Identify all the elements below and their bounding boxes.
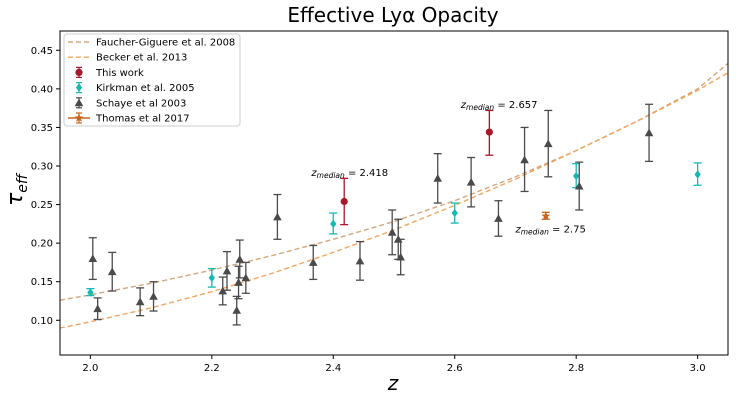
data-point [87, 288, 94, 297]
y-tick-label: 0.25 [31, 200, 53, 211]
data-point [694, 170, 701, 179]
data-point [107, 267, 117, 276]
y-tick-label: 0.15 [31, 277, 53, 288]
legend-label: Thomas et al 2017 [95, 114, 190, 125]
x-axis-label: z [387, 371, 399, 395]
data-point [355, 256, 365, 265]
axes-frame [59, 30, 729, 356]
data-point [273, 212, 282, 221]
annotation-prefix: z [514, 224, 521, 235]
data-point [520, 155, 529, 164]
data-point [340, 197, 348, 206]
data-point [88, 254, 98, 263]
data-point [135, 297, 145, 306]
series-kirkman [86, 162, 702, 297]
annotation-value: = 2.75 [549, 224, 586, 235]
x-tick-label: 2.8 [568, 363, 584, 374]
series-line-fg08 [60, 62, 728, 301]
annotation-median: zmedian = 2.75 [514, 224, 585, 236]
data-point [234, 278, 243, 286]
y-tick-label: 0.45 [31, 46, 53, 57]
y-tick-label: 0.30 [31, 162, 53, 173]
y-axis-label-sub: eff [15, 172, 31, 193]
annotation-value: = 2.418 [345, 168, 388, 179]
series-this_work [340, 109, 494, 226]
data-point [232, 305, 242, 314]
y-tick-label: 0.40 [31, 84, 53, 95]
data-point [644, 128, 654, 137]
x-tick-label: 2.6 [447, 363, 463, 374]
data-point [149, 292, 158, 300]
annotation-sub: median [466, 103, 494, 112]
data-point [451, 208, 458, 218]
y-axis-label-main: τ [3, 192, 28, 206]
series-thomas [541, 211, 551, 220]
legend-label: Schaye et al 2003 [96, 98, 186, 109]
legend-label: Kirkman et al. 2005 [96, 83, 195, 94]
data-point [235, 255, 245, 263]
legend-marker [75, 83, 83, 92]
annotation-prefix: z [460, 100, 467, 111]
y-axis-label: τeff [3, 172, 31, 206]
data-point [541, 211, 551, 220]
series-schaye [88, 103, 654, 326]
data-point [494, 214, 503, 222]
legend-item-this_work: This work [75, 66, 144, 79]
data-point [433, 174, 443, 182]
x-tick-label: 3.0 [690, 363, 706, 374]
legend: Faucher-Giguere et al. 2008 Becker et al.… [63, 33, 241, 127]
chart-title: Effective Lyα Opacity [287, 3, 498, 27]
x-axis: 2.0 2.2 2.4 2.6 2.8 3.0 [82, 355, 706, 374]
data-point [466, 177, 476, 186]
legend-marker [74, 113, 84, 122]
annotation-median: zmedian = 2.657 [460, 100, 538, 112]
annotation-median: zmedian = 2.418 [310, 168, 388, 180]
data-point [241, 273, 251, 282]
legend-frame [63, 33, 241, 127]
data-point [485, 128, 493, 136]
legend-item-becker13: Becker et al. 2013 [68, 53, 187, 64]
data-point [387, 228, 397, 236]
series-line-becker13 [60, 72, 728, 329]
data-point [308, 258, 318, 266]
legend-item-schaye: Schaye et al 2003 [74, 97, 186, 109]
data-point [208, 273, 215, 283]
data-point [218, 286, 228, 295]
legend-item-fg08: Faucher-Giguere et al. 2008 [68, 38, 235, 49]
data-point [574, 181, 584, 190]
x-tick-label: 2.4 [325, 363, 341, 374]
y-tick-label: 0.10 [31, 316, 53, 327]
data-point [543, 139, 553, 148]
y-tick-label: 0.20 [31, 239, 53, 250]
legend-label: Becker et al. 2013 [96, 53, 187, 64]
legend-marker [74, 98, 84, 107]
annotation-value: = 2.657 [494, 100, 537, 111]
annotation-sub: median [317, 171, 345, 180]
legend-item-kirkman: Kirkman et al. 2005 [75, 81, 195, 94]
legend-label: This work [95, 68, 144, 79]
legend-label: Faucher-Giguere et al. 2008 [96, 38, 235, 49]
data-point [573, 171, 580, 181]
data-point [330, 219, 337, 229]
data-point [222, 266, 232, 275]
annotation-prefix: z [310, 168, 317, 179]
data-point [93, 304, 102, 313]
y-tick-label: 0.35 [31, 123, 53, 134]
x-tick-label: 2.0 [82, 363, 98, 374]
y-axis: 0.10 0.15 0.20 0.25 0.30 0.35 0.40 0.45 [31, 46, 60, 327]
annotation-sub: median [521, 227, 549, 236]
legend-marker [75, 68, 83, 76]
x-tick-label: 2.2 [204, 363, 220, 374]
legend-item-thomas: Thomas et al 2017 [68, 112, 190, 125]
data-point [396, 252, 405, 261]
